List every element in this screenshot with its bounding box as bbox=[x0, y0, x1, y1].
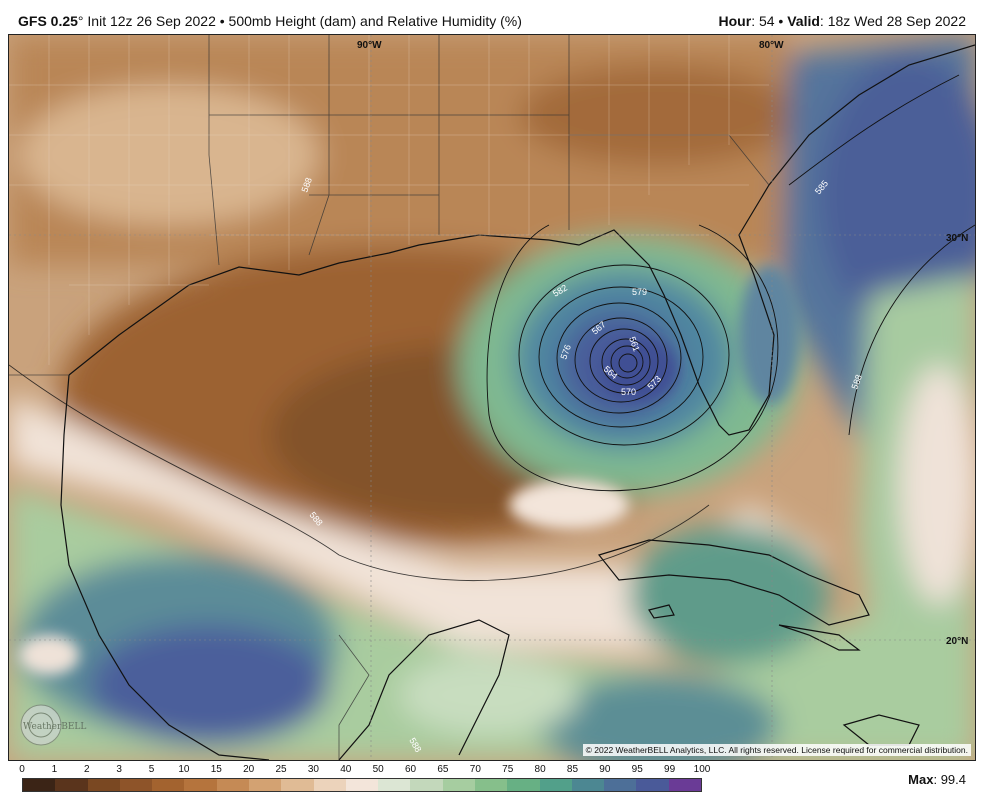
contour-label: 576 bbox=[558, 343, 573, 361]
legend-swatch bbox=[442, 779, 475, 791]
legend-swatch bbox=[410, 779, 443, 791]
legend-tick-label: 60 bbox=[405, 764, 417, 775]
contour-label: 588 bbox=[849, 373, 864, 391]
weatherbell-logo: WeatherBELL bbox=[20, 704, 86, 746]
hour-value: : 54 • bbox=[751, 13, 788, 29]
lat-label-20n: 20°N bbox=[946, 636, 968, 647]
legend-swatch bbox=[474, 779, 508, 791]
legend-swatch bbox=[87, 779, 120, 791]
legend-swatch bbox=[313, 779, 346, 791]
legend-tick-label: 20 bbox=[243, 764, 255, 775]
lon-label-90w: 90°W bbox=[357, 40, 382, 51]
legend-swatch bbox=[184, 779, 217, 791]
lon-label-80w: 80°W bbox=[759, 40, 784, 51]
legend-tick-label: 5 bbox=[148, 764, 155, 775]
legend-swatch bbox=[378, 779, 411, 791]
coastlines bbox=[60, 44, 975, 760]
hour-label: Hour bbox=[718, 13, 752, 29]
legend-swatch bbox=[345, 779, 379, 791]
legend-swatch bbox=[152, 779, 185, 791]
copyright-notice: © 2022 WeatherBELL Analytics, LLC. All r… bbox=[582, 744, 971, 756]
contour-label: 561 bbox=[627, 335, 642, 353]
legend-swatch bbox=[636, 779, 669, 791]
max-label: Max bbox=[908, 772, 934, 787]
degree-symbol: ° bbox=[77, 13, 84, 29]
weather-map[interactable]: 90°W 80°W 30°N 20°N 588 588 585 588 588 … bbox=[8, 34, 976, 761]
contour-label: 570 bbox=[621, 387, 636, 397]
legend-tick-label: 25 bbox=[275, 764, 287, 775]
legend-tick-label: 15 bbox=[210, 764, 222, 775]
valid-value: : 18z Wed 28 Sep 2022 bbox=[819, 13, 966, 29]
legend-tick-label: 2 bbox=[83, 764, 90, 775]
legend-swatch bbox=[668, 779, 701, 791]
legend-tick-label: 85 bbox=[566, 764, 579, 775]
legend-tick-label: 30 bbox=[307, 764, 319, 775]
humidity-legend: 0 1 2 3 5 10 15 20 25 30 40 50 60 65 70 75 80 85 90 95 99 100 bbox=[19, 764, 710, 804]
map-title: GFS 0.25° Init 12z 26 Sep 2022 • 500mb H… bbox=[18, 13, 522, 29]
legend-swatch bbox=[23, 779, 56, 791]
map-header: GFS 0.25° Init 12z 26 Sep 2022 • 500mb H… bbox=[0, 0, 984, 34]
legend-tick-label: 90 bbox=[599, 764, 611, 775]
model-name: GFS 0.25 bbox=[18, 13, 78, 29]
contour-label: 588 bbox=[299, 176, 314, 194]
legend-tick-label: 40 bbox=[340, 764, 352, 775]
legend-tick-label: 100 bbox=[693, 764, 711, 775]
legend-tick-label: 0 bbox=[19, 764, 25, 775]
valid-label: Valid bbox=[787, 13, 820, 29]
humidity-detail bbox=[19, 265, 799, 675]
legend-swatch bbox=[571, 779, 605, 791]
legend-swatch bbox=[507, 779, 540, 791]
contour-label: 579 bbox=[632, 287, 647, 297]
legend-tick-label: 10 bbox=[178, 764, 190, 775]
logo-text: WeatherBELL bbox=[23, 722, 86, 732]
humidity-field bbox=[9, 35, 975, 760]
legend-swatch bbox=[539, 779, 572, 791]
legend-tick-label: 65 bbox=[437, 764, 449, 775]
legend-colorbar bbox=[22, 778, 702, 792]
init-description: Init 12z 26 Sep 2022 • 500mb Height (dam… bbox=[83, 13, 522, 29]
legend-swatch bbox=[604, 779, 637, 791]
legend-tick-label: 50 bbox=[372, 764, 384, 775]
legend-swatch bbox=[55, 779, 88, 791]
legend-swatch bbox=[248, 779, 282, 791]
legend-swatch bbox=[216, 779, 249, 791]
legend-tick-label: 80 bbox=[534, 764, 546, 775]
legend-tick-label: 75 bbox=[502, 764, 514, 775]
legend-ticks: 0 1 2 3 5 10 15 20 25 30 40 50 60 65 70 75 80 85 90 95 99 100 bbox=[19, 764, 710, 778]
map-canvas: 90°W 80°W 30°N 20°N 588 588 585 588 588 … bbox=[9, 35, 975, 760]
lat-lon-grid bbox=[9, 35, 975, 760]
legend-tick-label: 1 bbox=[51, 764, 58, 775]
lat-label-30n: 30°N bbox=[946, 233, 968, 244]
legend-tick-label: 70 bbox=[469, 764, 481, 775]
county-lines bbox=[9, 35, 769, 365]
legend-swatch bbox=[119, 779, 153, 791]
height-contours bbox=[9, 74, 975, 581]
max-value: Max: 99.4 bbox=[908, 772, 966, 787]
legend-tick-label: 95 bbox=[631, 764, 643, 775]
max-number: : 99.4 bbox=[933, 772, 966, 787]
legend-tick-label: 3 bbox=[116, 764, 122, 775]
legend-swatch bbox=[281, 779, 314, 791]
valid-time: Hour: 54 • Valid: 18z Wed 28 Sep 2022 bbox=[719, 13, 966, 29]
legend-tick-label: 99 bbox=[664, 764, 676, 775]
